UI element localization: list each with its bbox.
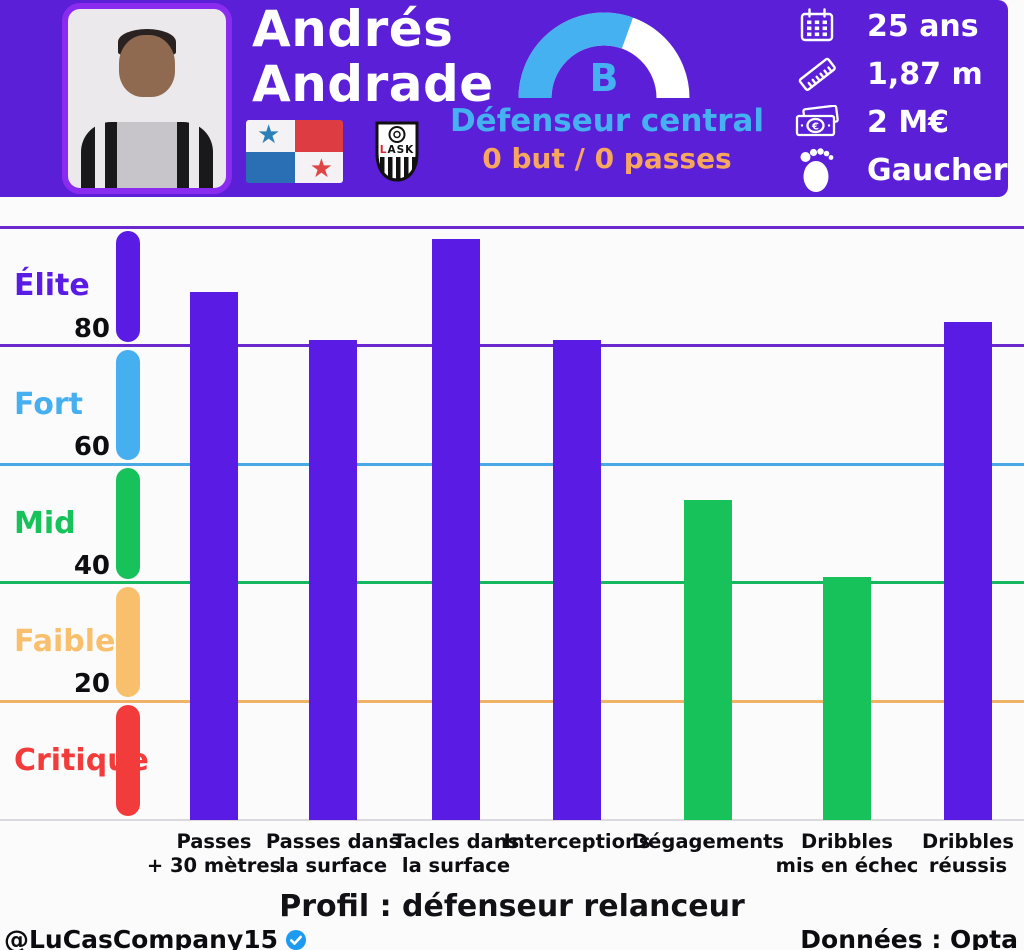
category-label-line: la surface (278, 853, 388, 877)
bar-4 (684, 499, 732, 820)
gridline-100 (0, 225, 1024, 229)
author-handle-text: @LuCasCompany15 (4, 925, 279, 950)
player-last-name: Andrade (252, 55, 494, 113)
player-header: Andrés Andrade ★ ★ LASK (0, 0, 1008, 197)
gridline-40 (0, 581, 1024, 585)
stat-row-value: € 2 M€ (793, 98, 1008, 146)
axis-zone-mid (116, 468, 140, 579)
grade-gauge-fill (518, 12, 690, 99)
category-label-line: Dribbles (801, 830, 893, 853)
gridline-60 (0, 462, 1024, 466)
grade-gauge (518, 12, 690, 99)
ytick-40: 40 (73, 550, 110, 581)
grade-letter: B (589, 56, 619, 100)
ytick-20: 20 (73, 669, 110, 700)
player-first-name: Andrés (252, 0, 454, 58)
ruler-icon (793, 50, 841, 98)
stat-row-foot: Gaucher (793, 146, 1008, 194)
flag-star-red: ★ (309, 154, 333, 183)
category-label-line: Dribbles (922, 830, 1014, 853)
flag-quadrant (246, 120, 295, 152)
category-label-line: mis en échec (775, 853, 919, 877)
money-icon: € (793, 98, 841, 146)
height-value: 1,87 m (867, 56, 983, 92)
category-label-line: Tacles dans (392, 830, 520, 853)
axis-zone-fort (116, 349, 140, 461)
gridline-20 (0, 699, 1024, 703)
category-label-line: Passes (176, 830, 252, 853)
svg-text:€: € (811, 122, 819, 133)
flag-quadrant (294, 151, 343, 183)
bar-3 (553, 339, 601, 820)
category-label-0: Passes + 30 mètres (134, 830, 294, 877)
category-label-2: Tacles dans la surface (376, 830, 536, 877)
bar-2 (432, 238, 480, 820)
category-label-line: Dégagements (631, 830, 785, 853)
zone-label-critique: Critique (14, 742, 149, 778)
goals-assists: 0 but / 0 passes (482, 142, 732, 175)
category-label-6: Dribbles réussis (888, 830, 1024, 877)
photo-silhouette-head (119, 35, 175, 97)
player-position: Défenseur central (449, 103, 765, 139)
market-value: 2 M€ (867, 104, 950, 140)
author-handle[interactable]: @LuCasCompany15 (4, 925, 307, 950)
flag-quadrant (246, 151, 295, 183)
bar-5 (823, 576, 871, 820)
bar-6 (944, 321, 992, 820)
zone-label-faible: Faible (14, 624, 116, 660)
category-label-5: Dribbles mis en échec (767, 830, 927, 877)
gridline-80 (0, 344, 1024, 348)
category-label-1: Passes dans la surface (253, 830, 413, 877)
flag-quadrant (294, 120, 343, 152)
verified-badge-icon (286, 929, 307, 950)
panama-flag: ★ ★ (246, 120, 343, 183)
zone-label-mid: Mid (14, 505, 76, 541)
zone-label-fort: Fort (14, 386, 84, 422)
svg-text:LASK: LASK (380, 144, 415, 156)
player-stats-list: 25 ans 1,87 m (793, 2, 1008, 194)
lask-crest: LASK (375, 121, 419, 182)
category-label-line: réussis (928, 853, 1008, 877)
profile-title: Profil : défenseur relanceur (279, 889, 745, 924)
category-label-line: Passes dans (265, 830, 401, 853)
age-value: 25 ans (867, 8, 979, 44)
category-label-line: Interceptions (503, 830, 651, 853)
data-source: Données : Opta (800, 925, 1018, 950)
axis-zone-lite (116, 231, 140, 342)
bar-0 (190, 292, 238, 820)
calendar-icon (793, 2, 841, 50)
zone-label-lite: Élite (14, 268, 90, 304)
player-name: Andrés Andrade (252, 2, 494, 112)
stat-row-age: 25 ans (793, 2, 1008, 50)
foot-icon (793, 146, 841, 194)
ytick-80: 80 (73, 313, 110, 344)
player-photo (62, 3, 232, 194)
category-label-line: + 30 mètres (146, 853, 282, 877)
axis-zone-faible (116, 586, 140, 698)
category-label-4: Dégagements (628, 830, 788, 854)
category-label-line: la surface (401, 853, 511, 877)
flag-star-blue: ★ (257, 120, 281, 150)
preferred-foot: Gaucher (867, 152, 1008, 188)
stat-row-height: 1,87 m (793, 50, 1008, 98)
x-axis-line (0, 819, 1024, 821)
photo-silhouette-jersey (81, 122, 213, 188)
ytick-60: 60 (73, 432, 110, 463)
bar-1 (309, 339, 357, 820)
axis-zone-critique (116, 705, 140, 816)
category-label-3: Interceptions (497, 830, 657, 854)
